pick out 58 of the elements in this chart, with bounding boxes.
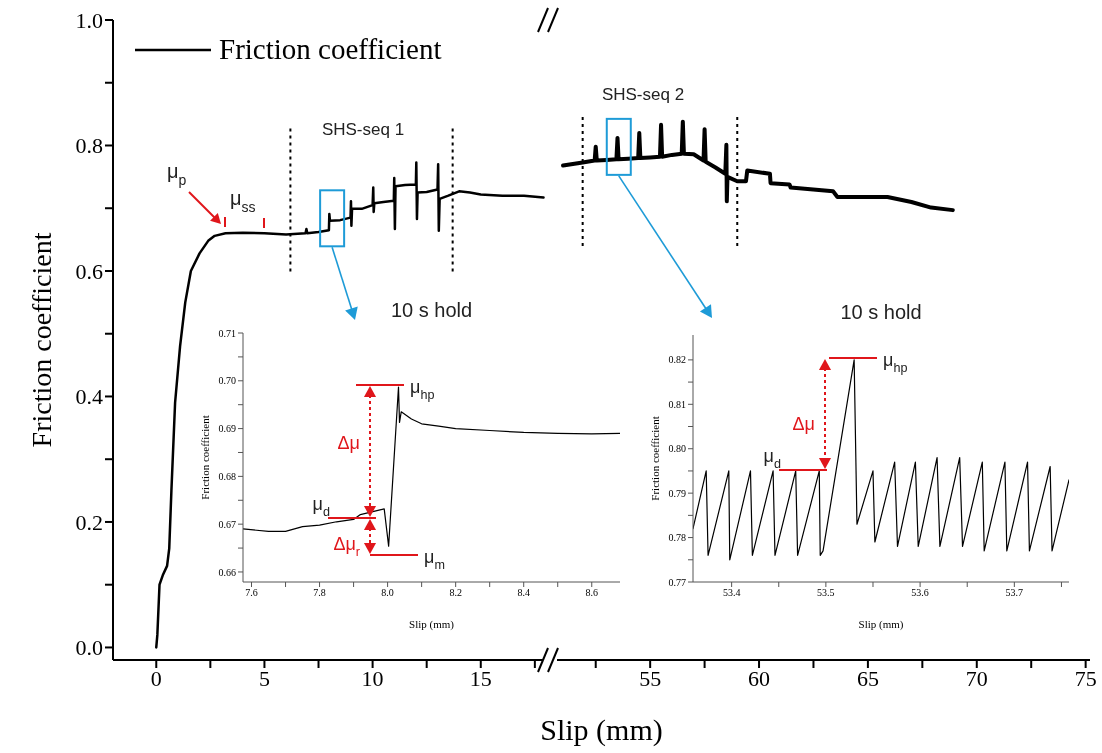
annotation: Δμ$_{r}$ (333, 534, 360, 560)
y-tick-label: 0.69 (218, 423, 236, 435)
x-axis-title: Slip (mm) (540, 713, 663, 747)
y-tick-label: 0.4 (75, 384, 103, 410)
x-tick-label: 15 (469, 665, 492, 691)
y-tick-label: 0.77 (668, 576, 686, 588)
x-tick-label: 53.6 (911, 587, 929, 599)
y-tick-label: 0.6 (75, 258, 103, 284)
x-tick-label: 5 (258, 665, 270, 691)
annotation: μ$_{ss}$ (230, 187, 256, 215)
x-tick-label: 53.7 (1005, 587, 1024, 599)
x-tick-label: 8.4 (517, 587, 530, 599)
x-tick-label: 8.0 (381, 587, 394, 599)
y-axis-title: Friction coefficient (198, 415, 211, 500)
annotation: μ$_{d}$ (763, 446, 781, 472)
chart-title: 10 s hold (839, 301, 923, 324)
y-tick-label: 0.80 (668, 443, 686, 455)
x-tick-label: 8.6 (585, 587, 599, 599)
annotation: μ$_{p}$ (167, 160, 187, 188)
y-tick-label: 0.66 (218, 566, 236, 578)
x-axis-title: Slip (mm) (858, 618, 904, 631)
annotation: μ$_{m}$ (424, 547, 445, 573)
y-tick-label: 0.67 (218, 518, 236, 530)
y-tick-label: 0.2 (75, 509, 103, 535)
x-tick-label: 65 (856, 665, 879, 691)
y-tick-label: 0.79 (668, 487, 686, 499)
chart-title: 10 s hold (389, 299, 474, 322)
x-tick-label: 53.4 (722, 587, 741, 599)
y-tick-label: 0.0 (75, 635, 103, 661)
x-tick-label: 53.5 (817, 587, 835, 599)
annotation: μ$_{hp}$ (410, 377, 435, 403)
y-tick-label: 0.78 (668, 532, 686, 544)
x-tick-label: 8.2 (449, 587, 462, 599)
y-tick-label: 0.82 (668, 354, 686, 366)
y-axis-title: Friction coefficient (648, 416, 661, 501)
annotation: μ$_{hp}$ (883, 350, 908, 376)
x-tick-label: 75 (1074, 665, 1097, 691)
annotation: SHS-seq 2 (601, 85, 685, 104)
x-tick-label: 70 (965, 665, 988, 691)
y-tick-label: 0.81 (668, 398, 686, 410)
y-tick-label: 0.68 (218, 470, 236, 482)
x-tick-label: 7.8 (313, 587, 326, 599)
y-tick-label: 0.70 (218, 375, 236, 387)
y-tick-label: 0.8 (75, 133, 103, 159)
x-tick-label: 60 (748, 665, 771, 691)
x-tick-label: 10 (361, 665, 384, 691)
annotation: Δμ (337, 433, 360, 453)
x-tick-label: 0 (150, 665, 162, 691)
y-axis-title: Friction coefficient (25, 232, 57, 448)
legend-label: Friction coefficient (219, 33, 442, 66)
x-tick-label: 7.6 (245, 587, 258, 599)
y-tick-label: 0.71 (218, 327, 236, 339)
x-tick-label: 55 (639, 665, 662, 691)
annotation: μ$_{d}$ (312, 494, 330, 520)
annotation: Δμ (792, 414, 815, 434)
y-tick-label: 1.0 (75, 7, 103, 33)
x-axis-title: Slip (mm) (409, 618, 455, 631)
annotation: SHS-seq 1 (321, 120, 405, 139)
